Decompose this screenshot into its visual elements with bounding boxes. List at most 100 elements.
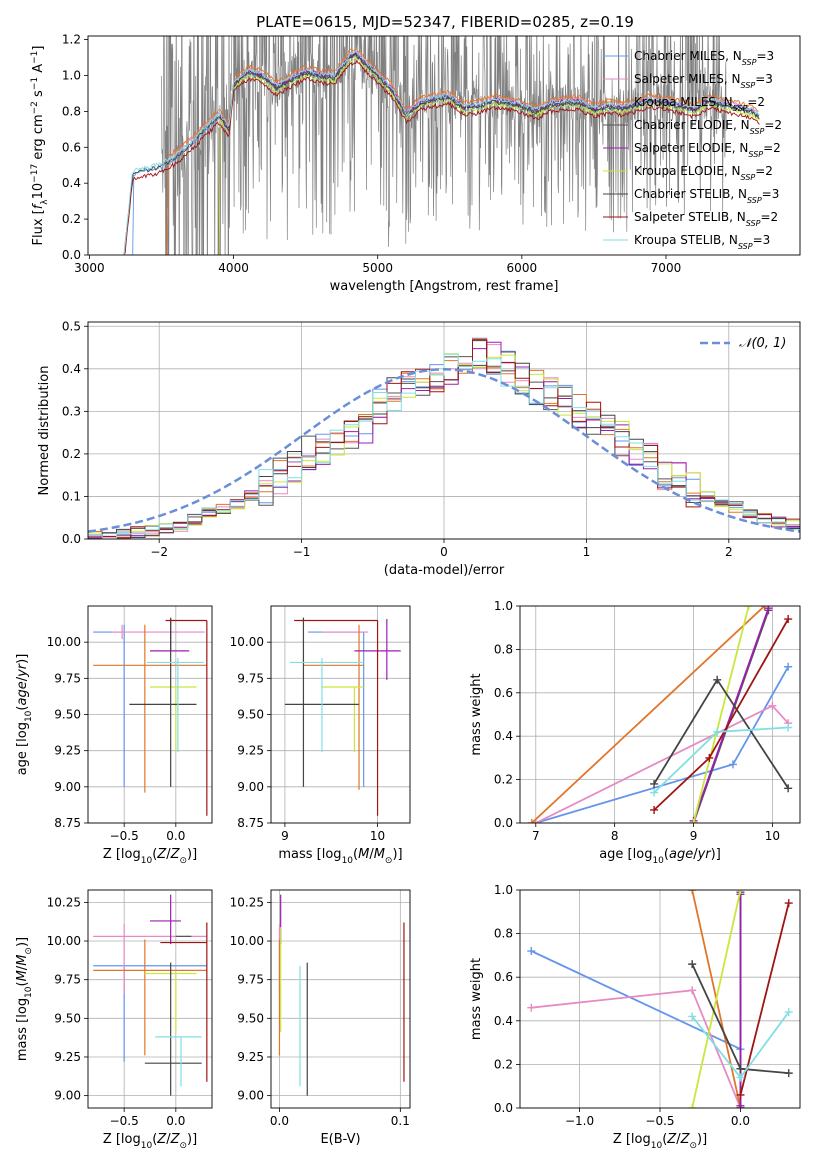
age-vs-Z-panel: −0.5 0.0 8.75 9.00 9.25 9.50 9.75 10.00 Z [log10… <box>15 605 213 866</box>
y-tick-label: 0.0 <box>494 816 513 830</box>
y-tick-label: 10.00 <box>230 635 264 649</box>
y-tick-label: 8.75 <box>54 816 81 830</box>
y-tick-label: 1.0 <box>494 883 513 897</box>
errorbar-point-kroupa-stelib <box>155 1036 202 1087</box>
y-tick-label: 0.3 <box>62 404 81 418</box>
y-tick-label: 0.5 <box>62 319 81 333</box>
weight-marker <box>784 1069 793 1078</box>
x-tick-label: −2 <box>150 545 168 559</box>
weight-line-salpeter-elodie <box>692 607 770 822</box>
histogram-salpeter-stelib <box>88 339 800 539</box>
x-tick-label: 0.1 <box>391 1114 410 1128</box>
x-tick-label: 7000 <box>651 261 682 275</box>
weight-marker <box>784 1008 793 1017</box>
weight-marker <box>650 805 659 814</box>
errorbar-point-chabrier-stelib <box>144 962 202 1096</box>
x-tick-label: 10 <box>370 829 385 843</box>
x-tick-label: 2 <box>725 545 733 559</box>
weight-marker <box>527 947 536 956</box>
axes-frame <box>519 605 801 824</box>
errorbar-point-chabrier-miles <box>93 624 125 787</box>
weight-marker <box>764 606 773 613</box>
legend-entry: Chabrier STELIB, NSSP=3 <box>634 187 779 205</box>
model-line-kroupa-miles <box>166 48 759 255</box>
weight-line-salpeter-miles <box>531 989 742 1108</box>
errorbar-point-kroupa-stelib <box>289 658 364 753</box>
y-tick-label: 10.00 <box>47 934 81 948</box>
weight-marker <box>688 960 697 969</box>
weight-marker <box>650 788 659 797</box>
weight-marker <box>784 662 793 671</box>
weight-plot-area <box>527 606 793 823</box>
weight-line-salpeter-miles <box>535 704 789 823</box>
gaussian-curve <box>88 368 800 533</box>
weight-marker <box>527 819 536 823</box>
legend-entry: Salpeter ELODIE, NSSP=2 <box>634 141 781 159</box>
y-tick-label: 9.75 <box>237 973 264 987</box>
spectrum-legend: Chabrier MILES, NSSP=3 Salpeter MILES, NS… <box>603 49 782 251</box>
y-tick-label: 9.00 <box>54 780 81 794</box>
errorbar-point-kroupa-miles <box>93 939 207 1056</box>
y-tick-label: 10.00 <box>47 635 81 649</box>
y-tick-label: 9.25 <box>237 744 264 758</box>
y-tick-label: 10.25 <box>230 895 264 909</box>
errorbar-point-chabrier-miles <box>308 631 365 787</box>
legend-entry: Kroupa STELIB, NSSP=3 <box>634 233 770 251</box>
x-tick-label: −1 <box>293 545 311 559</box>
model-line-salpeter-elodie <box>218 52 760 255</box>
errorbar-point-salpeter-miles <box>93 924 207 994</box>
axes-frame <box>519 889 801 1109</box>
weight-marker <box>736 1101 745 1108</box>
errorbar-point-salpeter-elodie <box>150 894 181 945</box>
weight-marker <box>688 890 697 894</box>
weight-marker <box>713 727 722 736</box>
weight-marker <box>768 701 777 710</box>
weight-marker <box>705 753 714 762</box>
x-tick-label: 0.0 <box>731 1114 750 1128</box>
mass-vs-Z-panel: −0.5 0.0 9.00 9.25 9.50 9.75 10.00 10.25 Z [log1… <box>15 889 213 1151</box>
errorbar-plot-area <box>284 617 401 816</box>
axes-frame <box>87 35 801 256</box>
x-tick-label: 9 <box>281 829 289 843</box>
x-tick-label: 6000 <box>507 261 538 275</box>
x-tick-label: 10 <box>765 829 780 843</box>
y-tick-label: 9.00 <box>237 1089 264 1103</box>
observed-spectrum-line <box>161 36 727 255</box>
x-tick-label: 1 <box>583 545 591 559</box>
axes-frame <box>87 889 213 1109</box>
weight-plot-area <box>527 890 793 1108</box>
errorbar-point-salpeter-stelib <box>160 922 208 1082</box>
y-axis-label: mass weight <box>469 958 484 1040</box>
y-axis-label: Flux [fλ10−17 erg cm−2 s−1 A−1] <box>30 46 50 246</box>
y-tick-label: 9.00 <box>54 1089 81 1103</box>
y-tick-label: 1.0 <box>62 68 81 82</box>
weight-marker <box>784 784 793 793</box>
x-axis-label: E(B-V) <box>320 1132 360 1147</box>
y-tick-label: 9.75 <box>237 671 264 685</box>
y-tick-label: 0.0 <box>62 532 81 546</box>
weight-marker <box>736 1090 745 1099</box>
histogram-kroupa-stelib <box>88 353 800 539</box>
x-tick-label: 8 <box>611 829 619 843</box>
y-tick-label: 0.4 <box>494 1014 513 1028</box>
y-tick-label: 9.50 <box>237 1011 264 1025</box>
y-tick-label: 9.75 <box>54 973 81 987</box>
errorbar-point-kroupa-miles <box>93 624 207 793</box>
errorbar-plot-area <box>93 894 208 1096</box>
figure-title: PLATE=0615, MJD=52347, FIBERID=0285, z=0… <box>256 13 634 31</box>
y-tick-label: 8.75 <box>237 816 264 830</box>
legend-entry: Salpeter STELIB, NSSP=2 <box>634 210 778 228</box>
errorbar-point-kroupa-stelib <box>146 658 204 753</box>
x-tick-label: −0.5 <box>110 829 139 843</box>
model-line-kroupa-elodie <box>218 56 760 255</box>
axes-frame <box>270 605 411 824</box>
weight-marker <box>688 1012 697 1021</box>
legend-entry: Kroupa ELODIE, NSSP=2 <box>634 164 773 182</box>
y-tick-label: 0.2 <box>494 773 513 787</box>
x-axis-label: wavelength [Angstrom, rest frame] <box>330 279 559 294</box>
y-tick-label: 0.2 <box>62 212 81 226</box>
y-tick-label: 0.2 <box>494 1057 513 1071</box>
y-tick-label: 0.2 <box>62 447 81 461</box>
y-tick-label: 0.8 <box>62 104 81 118</box>
